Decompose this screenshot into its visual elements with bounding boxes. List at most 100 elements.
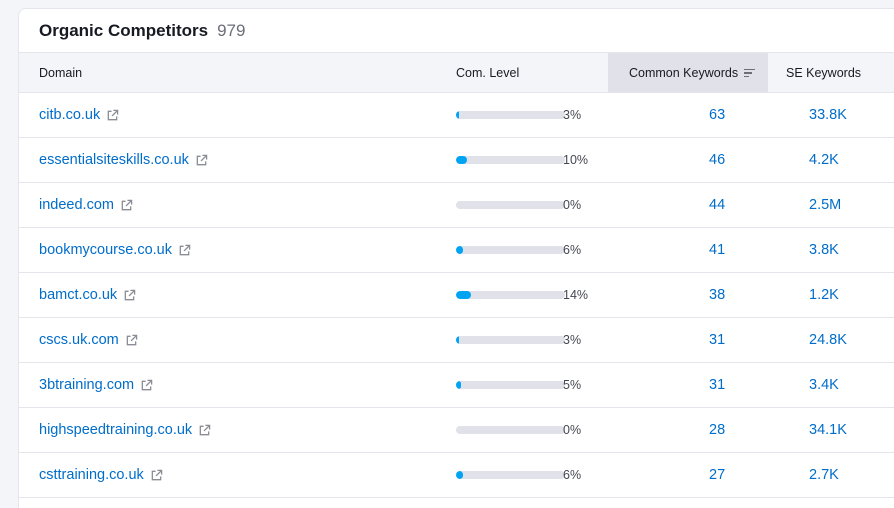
external-link-icon[interactable]: [123, 289, 136, 302]
com-level-track: [456, 156, 565, 164]
common-keywords-value[interactable]: 41: [709, 242, 726, 258]
table-body: citb.co.uk 3% 63 33.8K essentialsiteskil…: [19, 93, 894, 498]
domain-cell: essentialsiteskills.co.uk: [39, 138, 208, 182]
domain-link[interactable]: bookmycourse.co.uk: [39, 242, 172, 258]
com-level-fill: [456, 291, 471, 299]
com-level-fill: [456, 156, 467, 164]
se-keywords-value[interactable]: 34.1K: [809, 422, 847, 438]
domain-cell: citb.co.uk: [39, 93, 119, 137]
domain-link[interactable]: indeed.com: [39, 197, 114, 213]
column-header-common-keywords-label: Common Keywords: [629, 65, 739, 80]
domain-link[interactable]: csttraining.co.uk: [39, 467, 144, 483]
domain-cell: 3btraining.com: [39, 363, 153, 407]
domain-cell: bamct.co.uk: [39, 273, 136, 317]
table-row: indeed.com 0% 44 2.5M: [19, 183, 894, 228]
domain-link[interactable]: bamct.co.uk: [39, 287, 118, 303]
com-level-track: [456, 426, 565, 434]
common-keywords-value[interactable]: 31: [709, 332, 726, 348]
column-header-domain[interactable]: Domain: [39, 65, 83, 80]
com-level-track: [456, 471, 565, 479]
se-keywords-value[interactable]: 2.5M: [809, 197, 842, 213]
widget-header: Organic Competitors 979: [19, 9, 894, 52]
table-row: bamct.co.uk 14% 38 1.2K: [19, 273, 894, 318]
com-level-bar: [456, 138, 565, 182]
organic-competitors-widget: Organic Competitors 979 Domain Com. Leve…: [18, 8, 894, 508]
domain-cell: cscs.uk.com: [39, 318, 138, 362]
com-level-track: [456, 381, 565, 389]
table-row: cscs.uk.com 3% 31 24.8K: [19, 318, 894, 363]
se-keywords-value[interactable]: 4.2K: [809, 152, 839, 168]
com-level-bar: [456, 183, 565, 227]
external-link-icon[interactable]: [106, 109, 119, 122]
se-keywords-value[interactable]: 2.7K: [809, 467, 839, 483]
sort-descending-icon[interactable]: [744, 68, 756, 78]
se-keywords-value[interactable]: 24.8K: [809, 332, 847, 348]
external-link-icon[interactable]: [125, 334, 138, 347]
com-level-bar: [456, 408, 565, 452]
com-level-track: [456, 246, 565, 254]
domain-link[interactable]: 3btraining.com: [39, 377, 135, 393]
table-header: Domain Com. Level Common Keywords SE Key…: [19, 52, 894, 93]
table-row: citb.co.uk 3% 63 33.8K: [19, 93, 894, 138]
external-link-icon[interactable]: [195, 154, 208, 167]
column-header-com-level[interactable]: Com. Level: [456, 65, 520, 80]
com-level-percent: 0%: [563, 423, 582, 437]
com-level-fill: [456, 336, 459, 344]
com-level-fill: [456, 471, 463, 479]
common-keywords-value[interactable]: 63: [709, 107, 726, 123]
se-keywords-value[interactable]: 1.2K: [809, 287, 839, 303]
column-header-common-keywords[interactable]: Common Keywords: [608, 53, 768, 92]
com-level-track: [456, 291, 565, 299]
com-level-percent: 3%: [563, 333, 582, 347]
se-keywords-value[interactable]: 3.4K: [809, 377, 839, 393]
com-level-bar: [456, 453, 565, 497]
domain-link[interactable]: highspeedtraining.co.uk: [39, 422, 193, 438]
common-keywords-value[interactable]: 31: [709, 377, 726, 393]
competitor-count: 979: [217, 20, 246, 40]
common-keywords-value[interactable]: 27: [709, 467, 726, 483]
com-level-percent: 10%: [563, 153, 589, 167]
external-link-icon[interactable]: [120, 199, 133, 212]
com-level-fill: [456, 111, 459, 119]
widget-title: Organic Competitors: [39, 20, 209, 40]
com-level-bar: [456, 93, 565, 137]
domain-cell: indeed.com: [39, 183, 133, 227]
column-header-se-keywords[interactable]: SE Keywords: [786, 65, 862, 80]
common-keywords-value[interactable]: 38: [709, 287, 726, 303]
domain-cell: highspeedtraining.co.uk: [39, 408, 211, 452]
common-keywords-value[interactable]: 44: [709, 197, 726, 213]
table-row: csttraining.co.uk 6% 27 2.7K: [19, 453, 894, 498]
com-level-fill: [456, 381, 461, 389]
com-level-bar: [456, 363, 565, 407]
se-keywords-value[interactable]: 3.8K: [809, 242, 839, 258]
external-link-icon[interactable]: [178, 244, 191, 257]
table-row: bookmycourse.co.uk 6% 41 3.8K: [19, 228, 894, 273]
external-link-icon[interactable]: [198, 424, 211, 437]
domain-link[interactable]: essentialsiteskills.co.uk: [39, 152, 189, 168]
com-level-bar: [456, 273, 565, 317]
external-link-icon[interactable]: [150, 469, 163, 482]
domain-link[interactable]: cscs.uk.com: [39, 332, 119, 348]
domain-cell: csttraining.co.uk: [39, 453, 163, 497]
domain-link[interactable]: citb.co.uk: [39, 107, 101, 123]
common-keywords-value[interactable]: 28: [709, 422, 726, 438]
com-level-track: [456, 336, 565, 344]
com-level-percent: 0%: [563, 198, 582, 212]
se-keywords-value[interactable]: 33.8K: [809, 107, 847, 123]
table-row: essentialsiteskills.co.uk 10% 46 4.2K: [19, 138, 894, 183]
com-level-percent: 5%: [563, 378, 582, 392]
table-row: 3btraining.com 5% 31 3.4K: [19, 363, 894, 408]
com-level-percent: 3%: [563, 108, 582, 122]
domain-cell: bookmycourse.co.uk: [39, 228, 191, 272]
com-level-bar: [456, 318, 565, 362]
com-level-percent: 6%: [563, 468, 582, 482]
com-level-fill: [456, 246, 463, 254]
com-level-bar: [456, 228, 565, 272]
common-keywords-value[interactable]: 46: [709, 152, 726, 168]
com-level-percent: 14%: [563, 288, 589, 302]
external-link-icon[interactable]: [140, 379, 153, 392]
com-level-percent: 6%: [563, 243, 582, 257]
com-level-track: [456, 201, 565, 209]
table-row: highspeedtraining.co.uk 0% 28 34.1K: [19, 408, 894, 453]
com-level-track: [456, 111, 565, 119]
